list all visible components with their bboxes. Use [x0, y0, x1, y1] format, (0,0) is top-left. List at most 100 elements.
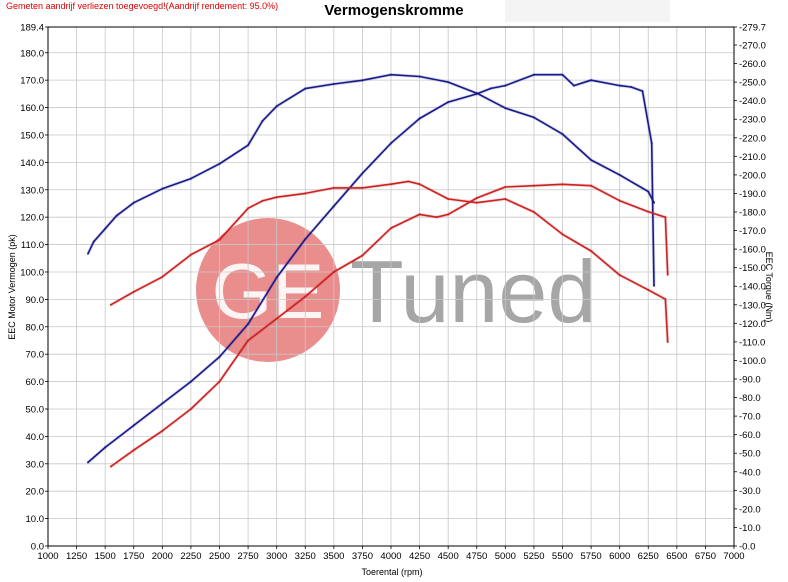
y-left-tick-label: 80.0	[26, 322, 45, 333]
data-point	[261, 120, 264, 123]
data-point	[447, 213, 450, 216]
y-right-tick-label: -240.0	[739, 96, 766, 107]
plot-grid	[47, 26, 735, 547]
data-point	[247, 144, 250, 147]
y-right-tick-label: -50.0	[739, 449, 761, 460]
y-right-tick-label: -30.0	[739, 486, 761, 497]
data-point	[275, 317, 278, 320]
y-right-tick-label: -0.0	[739, 542, 755, 553]
data-point	[247, 207, 250, 210]
x-tick-label: 5250	[523, 551, 544, 562]
y-right-tick-label: -190.0	[739, 189, 766, 200]
data-point	[504, 84, 507, 87]
y-right-tick-label: -140.0	[739, 282, 766, 293]
data-point	[647, 210, 650, 213]
y-left-tick-label: 140.0	[20, 158, 44, 169]
y-right-tick-label: -150.0	[739, 263, 766, 274]
data-point	[475, 201, 478, 204]
data-point	[561, 133, 564, 136]
data-point	[590, 79, 593, 82]
data-point	[630, 85, 633, 89]
x-tick-label: 5750	[581, 551, 602, 562]
data-point	[304, 238, 307, 241]
y-left-tick-label: 150.0	[20, 130, 44, 141]
getuned-watermark: GE Tuned	[196, 218, 596, 362]
plot-axes	[45, 26, 737, 549]
y-right-tick-label: -40.0	[739, 467, 761, 478]
series-layer	[86, 73, 670, 468]
x-tick-label: 6000	[609, 551, 630, 562]
data-point	[189, 177, 192, 180]
data-point	[561, 183, 564, 186]
x-tick-label: 3250	[295, 551, 316, 562]
data-point	[532, 210, 536, 214]
y-right-tick-label: -20.0	[739, 504, 761, 515]
data-point	[447, 101, 450, 104]
x-tick-label: 3500	[323, 551, 344, 562]
data-point	[361, 186, 364, 189]
data-point	[132, 449, 135, 452]
x-tick-label: 4500	[438, 551, 459, 562]
data-point	[132, 290, 135, 293]
data-point	[447, 197, 450, 201]
data-point	[389, 227, 393, 230]
data-point	[618, 274, 621, 277]
data-point	[104, 227, 107, 230]
data-point	[332, 270, 335, 274]
data-point	[275, 276, 278, 279]
y-right-tick-label: -10.0	[739, 523, 761, 534]
y-right-tick-label: -160.0	[739, 245, 766, 256]
data-point	[332, 186, 335, 189]
y-right-tick-label: -130.0	[739, 300, 766, 311]
data-point	[109, 465, 112, 468]
x-tick-label: 3000	[266, 551, 287, 562]
drive-loss-note: Gemeten aandrijf verliezen toegevoegd!(A…	[6, 1, 278, 11]
data-point	[332, 205, 335, 208]
y-right-tick-label: -230.0	[739, 115, 766, 126]
data-point	[666, 340, 669, 343]
y-right-tick-label: -120.0	[739, 319, 766, 330]
y-left-tick-label: 60.0	[26, 377, 45, 388]
data-point	[647, 190, 650, 193]
y-left-tick-label: 40.0	[26, 432, 45, 443]
data-point	[532, 116, 536, 119]
data-point	[447, 81, 450, 84]
x-tick-label: 2250	[180, 551, 201, 562]
x-tick-label: 7000	[723, 551, 744, 562]
data-point	[218, 162, 221, 165]
y-right-tick-label: -170.0	[739, 226, 766, 237]
data-point	[275, 105, 278, 108]
data-point	[218, 380, 221, 383]
x-tick-label: 6500	[666, 551, 687, 562]
y-left-tick-label: 160.0	[20, 103, 44, 114]
y-right-tick-label: -60.0	[739, 430, 761, 441]
y-left-tick-label: 50.0	[26, 404, 45, 415]
data-point	[504, 197, 507, 201]
series-line-blue-power	[87, 73, 655, 464]
y-right-tick-label: -250.0	[739, 78, 766, 89]
data-point	[475, 92, 478, 95]
data-point	[590, 249, 593, 253]
data-point	[664, 298, 667, 301]
data-point	[86, 461, 90, 464]
x-tick-label: 6750	[695, 551, 716, 562]
y-right-tick-label: -279.7	[739, 23, 766, 34]
data-point	[247, 339, 250, 342]
y-axis-left-label: EEC Motor Vermogen (pk)	[7, 234, 17, 340]
data-point	[435, 216, 438, 219]
x-tick-label: 4000	[380, 551, 401, 562]
data-point	[189, 380, 192, 383]
data-point	[115, 214, 118, 217]
data-point	[304, 295, 307, 298]
data-point	[275, 196, 278, 199]
data-point	[618, 84, 621, 87]
data-point	[532, 73, 536, 76]
data-point	[218, 355, 221, 358]
data-point	[189, 407, 192, 411]
data-point	[247, 322, 250, 326]
data-point	[418, 183, 421, 186]
data-point	[664, 216, 667, 219]
y-left-tick-label: 189.4	[20, 23, 44, 34]
data-point	[389, 183, 393, 186]
y-right-tick-label: -270.0	[739, 40, 766, 51]
